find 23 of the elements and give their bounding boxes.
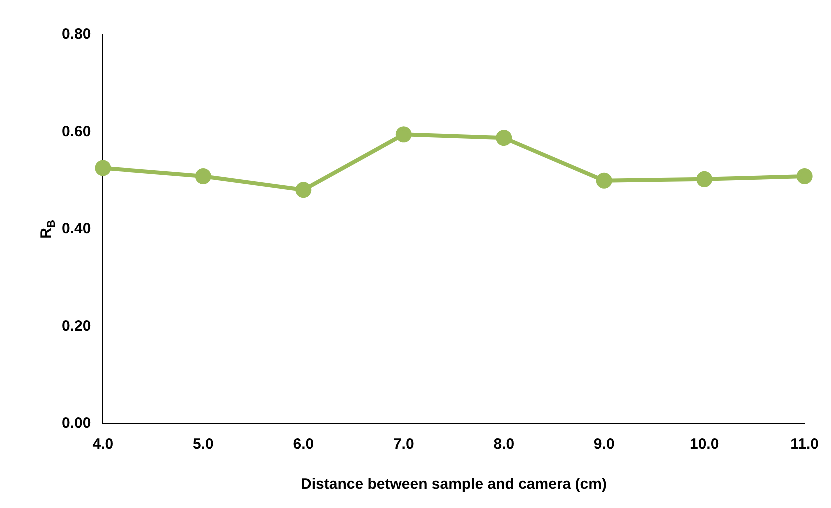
point: [195, 168, 212, 184]
y-tick-label: 0.00: [62, 415, 92, 432]
point: [396, 126, 412, 143]
x-tick-label: 6.0: [293, 436, 314, 454]
point: [796, 168, 813, 184]
x-tick-label: 4.0: [92, 436, 114, 454]
y-axis-title: RB: [38, 220, 58, 239]
point: [95, 160, 112, 176]
y-tick-label: 0.20: [62, 318, 92, 335]
point: [696, 171, 713, 188]
point: [296, 182, 312, 198]
y-tick-label: 0.60: [62, 123, 92, 140]
x-tick-label: 9.0: [594, 436, 615, 454]
x-tick-label: 10.0: [690, 436, 720, 454]
point: [496, 130, 512, 146]
x-tick-label: 11.0: [790, 436, 820, 454]
x-tick-label: 5.0: [192, 436, 214, 454]
y-tick-label: 0.80: [62, 26, 92, 44]
x-axis-title: Distance between sample and camera (cm): [301, 476, 607, 494]
point: [596, 172, 612, 189]
x-tick-label: 7.0: [393, 436, 414, 454]
y-tick-label: 0.40: [62, 220, 92, 238]
x-tick-label: 8.0: [494, 436, 515, 454]
